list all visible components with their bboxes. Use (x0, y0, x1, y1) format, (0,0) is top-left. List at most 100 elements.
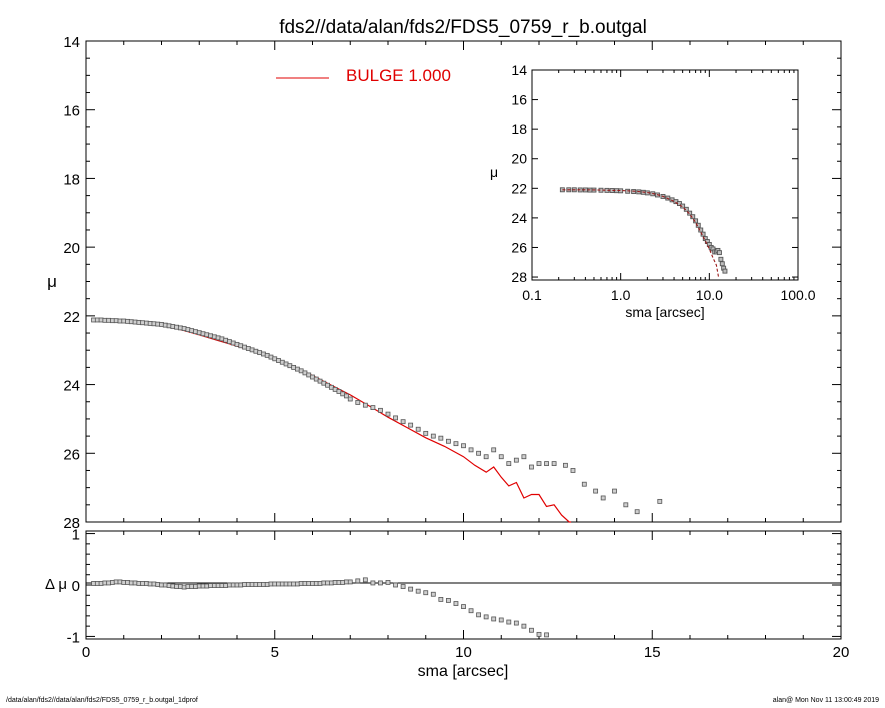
residual-point (438, 597, 444, 602)
profile-point (430, 433, 436, 439)
profile-point (445, 438, 451, 444)
residual-point (513, 620, 519, 626)
inset-profile-point (716, 250, 722, 256)
profile-point (483, 454, 489, 460)
profile-point (623, 502, 629, 508)
inset-plot-frame (531, 69, 799, 281)
inset-x-axis-label: sma [arcsec] (625, 304, 704, 320)
x-tick-label: 0 (82, 644, 90, 661)
residual-panel: 10-1 0 5 10 15 20 Δ μ sma [arcsec] (45, 527, 849, 680)
residual-point (476, 612, 482, 618)
profile-point (612, 488, 617, 494)
residual-point (370, 580, 376, 586)
profile-point (336, 389, 342, 394)
residual-point (491, 616, 497, 622)
inset-profile-point (722, 268, 728, 274)
residual-point (498, 617, 504, 623)
profile-point (453, 441, 459, 447)
profile-point (408, 422, 414, 428)
residual-point (347, 579, 353, 585)
profile-point (634, 509, 640, 515)
main-y-ticks: 14 16 18 20 22 24 26 28 (63, 34, 841, 532)
inset-y-axis-label: μ (490, 164, 498, 180)
profile-point (521, 454, 527, 460)
residual-point (378, 580, 383, 586)
inset-profile-point (693, 218, 699, 224)
residual-point (544, 632, 549, 638)
profile-point (570, 468, 576, 473)
inset-y-tick-label: 16 (511, 92, 527, 108)
inset-x-tick-label: 10.0 (696, 287, 723, 303)
residual-point (536, 631, 542, 637)
inset-model-line (562, 189, 720, 279)
main-y-tick-label: 20 (63, 240, 80, 257)
legend-label: BULGE 1.000 (346, 66, 451, 85)
profile-point (536, 461, 542, 466)
main-y-tick-label: 22 (63, 309, 80, 326)
residual-point (483, 614, 489, 620)
inset-profile-point (695, 222, 701, 228)
profile-point (506, 461, 512, 466)
main-y-axis-label: μ (47, 272, 57, 291)
profile-point (393, 415, 398, 421)
inset-y-tick-label: 28 (511, 269, 527, 285)
footer-file-path: /data/alan/fds2//data/alan/fds2/FDS5_075… (6, 697, 198, 704)
profile-point (415, 426, 421, 432)
residual-point (393, 582, 398, 588)
residual-point (521, 623, 527, 629)
residual-y-tick-label: 1 (72, 527, 80, 544)
inset-y-tick-label: 18 (511, 121, 527, 137)
residual-point (423, 590, 429, 596)
main-y-tick-label: 16 (63, 103, 80, 120)
profile-point (355, 400, 361, 405)
profile-point (385, 411, 391, 417)
residual-point (362, 577, 368, 583)
residual-point (468, 608, 474, 614)
inset-y-ticks: 14 16 18 20 22 24 26 28 (511, 62, 798, 285)
residual-series (91, 577, 549, 638)
x-tick-label: 15 (644, 644, 661, 661)
profile-point (461, 443, 466, 449)
profile-point (370, 405, 376, 410)
main-y-tick-label: 24 (63, 378, 80, 395)
main-y-tick-label: 28 (63, 515, 80, 532)
residual-point (400, 584, 406, 589)
inset-y-tick-label: 24 (511, 210, 527, 226)
residual-y-tick-label: 0 (72, 578, 80, 595)
inset-y-tick-label: 22 (511, 180, 527, 196)
profile-point (513, 457, 519, 463)
residual-y-ticks: 1 0 -1 (67, 527, 841, 646)
residual-y-axis-label: Δ μ (45, 576, 67, 593)
x-tick-label: 10 (455, 644, 472, 661)
inset-y-tick-label: 14 (511, 62, 527, 78)
profile-point (438, 435, 444, 441)
x-tick-label: 5 (271, 644, 279, 661)
residual-point (430, 591, 436, 597)
profile-point (344, 393, 349, 399)
inset-x-tick-label: 100.0 (780, 287, 815, 303)
observed-profile-series (91, 317, 663, 515)
main-y-tick-label: 26 (63, 446, 80, 463)
inset-background (505, 65, 819, 283)
inset-profile-point (719, 261, 725, 267)
main-x-ticks (85, 41, 842, 522)
profile-point (400, 419, 406, 425)
profile-point (563, 462, 568, 468)
inset-profile-point (687, 210, 693, 216)
residual-point (408, 586, 414, 592)
residual-point (355, 578, 361, 584)
residual-point (529, 627, 534, 633)
inset-y-tick-label: 26 (511, 239, 527, 255)
bulge-model-series (93, 318, 572, 523)
footer-user-timestamp: alan@ Mon Nov 11 13:00:49 2019 (772, 697, 879, 704)
profile-point (551, 461, 557, 466)
profile-point (600, 495, 606, 501)
inset-model-series (562, 189, 720, 279)
profile-point (347, 396, 353, 402)
residual-point (461, 604, 466, 609)
profile-point (423, 430, 429, 436)
inset-x-tick-label: 1.0 (611, 287, 631, 303)
profile-point (498, 454, 504, 460)
inset-x-ticks: 0.1 1.0 10.0 100.0 (522, 70, 816, 303)
